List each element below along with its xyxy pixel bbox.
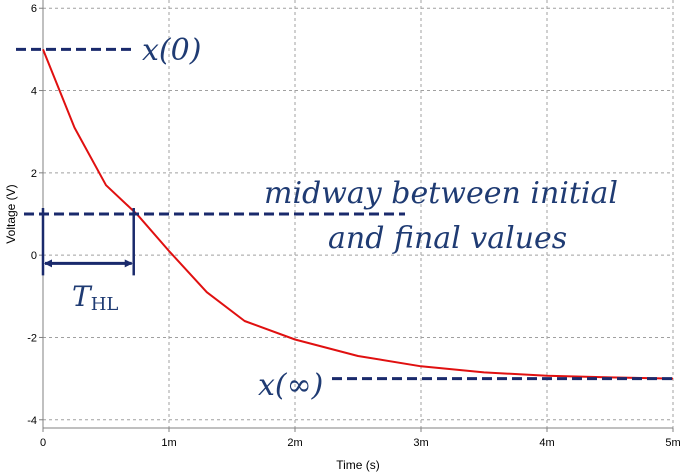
final-value-label: x(∞) — [258, 368, 323, 403]
x-tick-label: 0 — [40, 437, 46, 449]
y-tick-label: 0 — [31, 250, 37, 262]
grid — [43, 0, 674, 428]
y-tick-label: -4 — [27, 415, 37, 427]
x-tick-label: 2m — [287, 437, 302, 449]
thl-label: THL — [72, 280, 118, 315]
x-tick-labels: 0 1m 2m 3m 4m 5m — [40, 428, 680, 449]
annotation-lines — [16, 47, 672, 381]
x-tick-label: 4m — [539, 437, 554, 449]
voltage-curve — [42, 49, 674, 380]
y-tick-label: 2 — [31, 168, 37, 180]
midway-label-line2: and final values — [328, 221, 567, 256]
x-tick-label: 5m — [665, 437, 680, 449]
y-tick-label: 4 — [31, 86, 37, 98]
y-axis-label: Voltage (V) — [4, 184, 18, 243]
y-tick-labels: 6 4 2 0 -2 -4 — [27, 3, 43, 427]
y-tick-label: 6 — [31, 3, 37, 15]
midway-label-line1: midway between initial — [264, 176, 618, 211]
x-tick-label: 3m — [413, 437, 428, 449]
x-axis-label: Time (s) — [336, 458, 380, 472]
y-tick-label: -2 — [27, 332, 37, 344]
x-tick-label: 1m — [161, 437, 176, 449]
series-layer — [42, 49, 674, 380]
initial-value-label: x(0) — [142, 33, 201, 68]
